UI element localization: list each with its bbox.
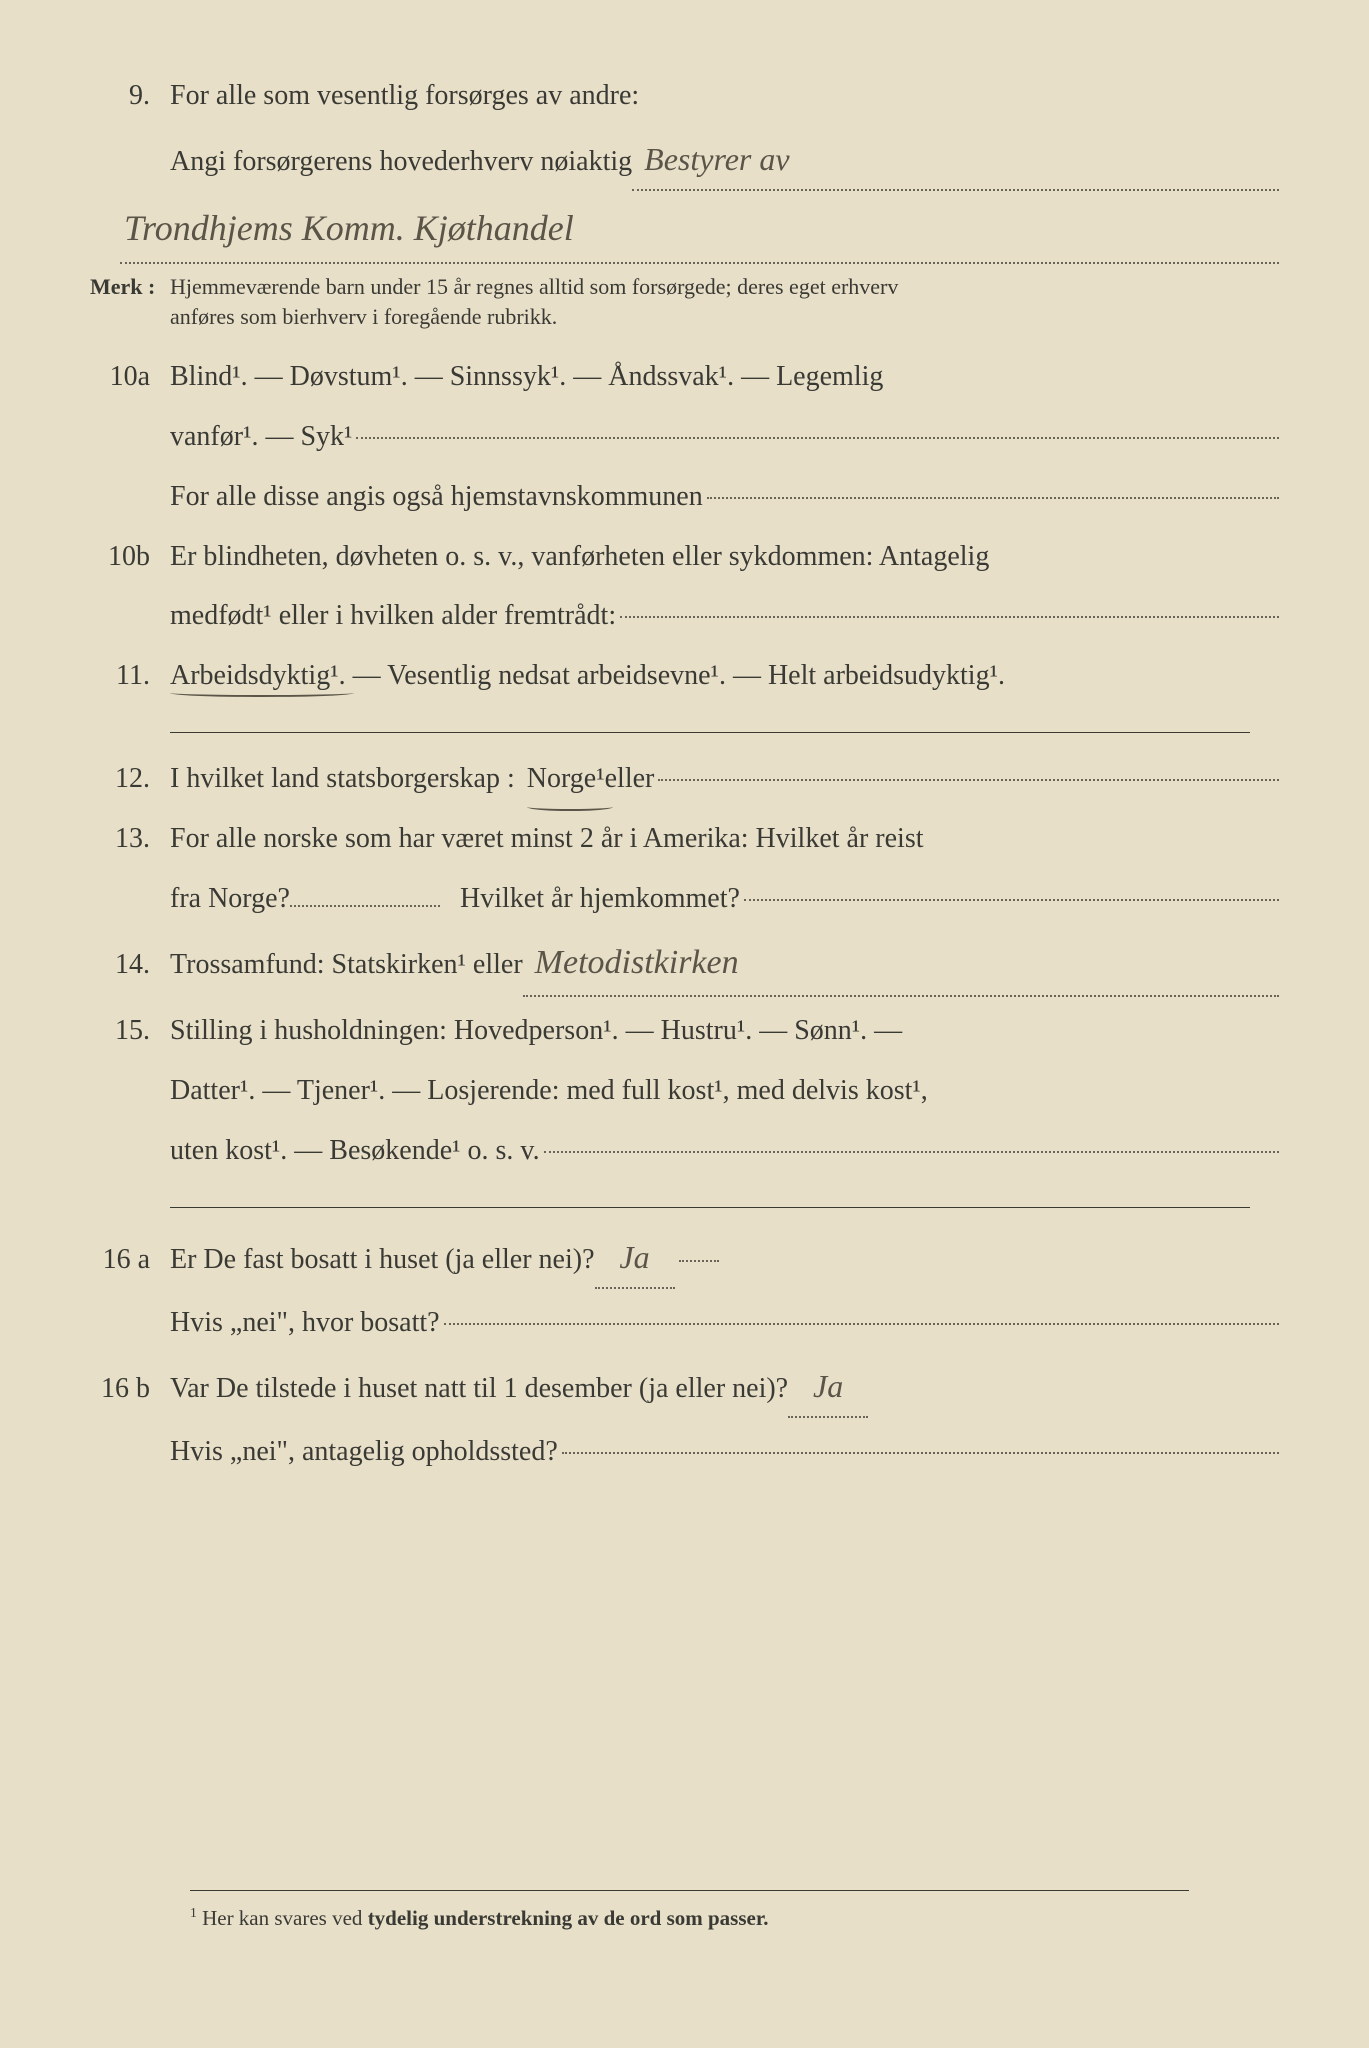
- q15-row2: Datter¹. — Tjener¹. — Losjerende: med fu…: [90, 1065, 1279, 1117]
- q13-text1: For alle norske som har været minst 2 år…: [170, 813, 1279, 865]
- q14-number: 14.: [90, 939, 170, 991]
- q9-number: 9.: [90, 70, 170, 122]
- divider-line-2: [170, 1207, 1250, 1208]
- q15-text2: Datter¹. — Tjener¹. — Losjerende: med fu…: [170, 1065, 1279, 1117]
- q16a-label: Er De fast bosatt i huset (ja eller nei)…: [170, 1234, 595, 1286]
- q11-row: 11. Arbeidsdyktig¹. — Vesentlig nedsat a…: [90, 650, 1279, 702]
- q16a-handwritten: Ja: [595, 1228, 675, 1289]
- q12-row: 12. I hvilket land statsborgerskap : Nor…: [90, 753, 1279, 805]
- q15-text3: uten kost¹. — Besøkende¹ o. s. v.: [170, 1125, 540, 1177]
- q10a-row3: For alle disse angis også hjemstavnskomm…: [90, 471, 1279, 523]
- dotted-fill: [707, 471, 1279, 499]
- q16b-label: Var De tilstede i huset natt til 1 desem…: [170, 1363, 788, 1415]
- q10a-text1: Blind¹. — Døvstum¹. — Sinnssyk¹. — Åndss…: [170, 351, 1279, 403]
- merk-label: Merk :: [90, 272, 170, 303]
- q10a-number: 10a: [90, 351, 170, 403]
- q14-handwritten: Metodistkirken: [523, 932, 1279, 997]
- dotted-fill: [744, 873, 1279, 901]
- q10a-text2: vanfør¹. — Syk¹: [170, 411, 352, 463]
- q15-row1: 15. Stilling i husholdningen: Hovedperso…: [90, 1005, 1279, 1057]
- q16b-number: 16 b: [90, 1363, 170, 1415]
- q16b-row2: Hvis „nei", antagelig opholdssted?: [90, 1426, 1279, 1478]
- dotted-fill: [444, 1297, 1279, 1325]
- q9-handwritten-1: Bestyrer av: [632, 130, 1279, 191]
- merk-row: Merk : Hjemmeværende barn under 15 år re…: [90, 272, 1279, 334]
- footnote-text-a: Her kan svares ved: [202, 1906, 368, 1930]
- q10a-row2: vanfør¹. — Syk¹: [90, 411, 1279, 463]
- q10b-row2: medfødt¹ eller i hvilken alder fremtrådt…: [90, 590, 1279, 642]
- q12-number: 12.: [90, 753, 170, 805]
- q9-row3: Trondhjems Komm. Kjøthandel: [90, 195, 1279, 264]
- q9-label2: Angi forsørgerens hovederhverv nøiaktig: [170, 136, 632, 188]
- dotted-fill: [544, 1125, 1279, 1153]
- q9-row2: Angi forsørgerens hovederhverv nøiaktig …: [90, 130, 1279, 191]
- q13-row2: fra Norge? Hvilket år hjemkommet?: [90, 873, 1279, 925]
- q11-rest: — Vesentlig nedsat arbeidsevne¹. — Helt …: [346, 660, 1005, 691]
- q10b-text1: Er blindheten, døvheten o. s. v., vanfør…: [170, 531, 1279, 583]
- q16a-text2: Hvis „nei", hvor bosatt?: [170, 1297, 440, 1349]
- q16a-number: 16 a: [90, 1234, 170, 1286]
- q13-text2b: Hvilket år hjemkommet?: [460, 873, 740, 925]
- q16b-handwritten: Ja: [788, 1357, 868, 1418]
- q12-rest: eller: [605, 753, 655, 805]
- q13-number: 13.: [90, 813, 170, 865]
- footnote: 1 Her kan svares ved tydelig understrekn…: [190, 1890, 1189, 1938]
- q10b-row1: 10b Er blindheten, døvheten o. s. v., va…: [90, 531, 1279, 583]
- q11-option-selected: Arbeidsdyktig¹.: [170, 660, 346, 691]
- q10b-number: 10b: [90, 531, 170, 583]
- dotted-fill: [679, 1234, 719, 1262]
- dotted-fill: [620, 590, 1279, 618]
- q13-text2a: fra Norge?: [170, 873, 290, 925]
- divider-line-1: [170, 732, 1250, 733]
- footnote-text-b: tydelig understrekning av de ord som pas…: [368, 1906, 769, 1930]
- q16b-text2: Hvis „nei", antagelig opholdssted?: [170, 1426, 558, 1478]
- q14-label: Trossamfund: Statskirken¹ eller: [170, 939, 523, 991]
- q11-number: 11.: [90, 650, 170, 702]
- q14-row: 14. Trossamfund: Statskirken¹ eller Meto…: [90, 932, 1279, 997]
- q9-handwritten-2: Trondhjems Komm. Kjøthandel: [120, 195, 1279, 264]
- q13-row1: 13. For alle norske som har været minst …: [90, 813, 1279, 865]
- q12-label: I hvilket land statsborgerskap :: [170, 753, 515, 805]
- q9-row1: 9. For alle som vesentlig forsørges av a…: [90, 70, 1279, 122]
- q15-number: 15.: [90, 1005, 170, 1057]
- q16a-row1: 16 a Er De fast bosatt i huset (ja eller…: [90, 1228, 1279, 1289]
- merk-text2: anføres som bierhverv i foregående rubri…: [170, 302, 1279, 333]
- q15-text1: Stilling i husholdningen: Hovedperson¹. …: [170, 1005, 1279, 1057]
- dotted-fill: [658, 753, 1279, 781]
- footnote-marker: 1: [190, 1905, 197, 1920]
- q10b-text2: medfødt¹ eller i hvilken alder fremtrådt…: [170, 590, 616, 642]
- merk-text1: Hjemmeværende barn under 15 år regnes al…: [170, 272, 1279, 303]
- census-form-page: 9. For alle som vesentlig forsørges av a…: [90, 70, 1279, 1998]
- q15-row3: uten kost¹. — Besøkende¹ o. s. v.: [90, 1125, 1279, 1177]
- dotted-fill: [356, 411, 1279, 439]
- q9-text1: For alle som vesentlig forsørges av andr…: [170, 70, 1279, 122]
- q10a-row1: 10a Blind¹. — Døvstum¹. — Sinnssyk¹. — Å…: [90, 351, 1279, 403]
- q13-blank1: [290, 905, 440, 907]
- q16b-row1: 16 b Var De tilstede i huset natt til 1 …: [90, 1357, 1279, 1418]
- q10a-text3: For alle disse angis også hjemstavnskomm…: [170, 471, 703, 523]
- q12-option-selected: Norge¹: [527, 753, 605, 805]
- q9-line2: Angi forsørgerens hovederhverv nøiaktig …: [170, 130, 1279, 191]
- dotted-fill: [562, 1426, 1279, 1454]
- q16a-row2: Hvis „nei", hvor bosatt?: [90, 1297, 1279, 1349]
